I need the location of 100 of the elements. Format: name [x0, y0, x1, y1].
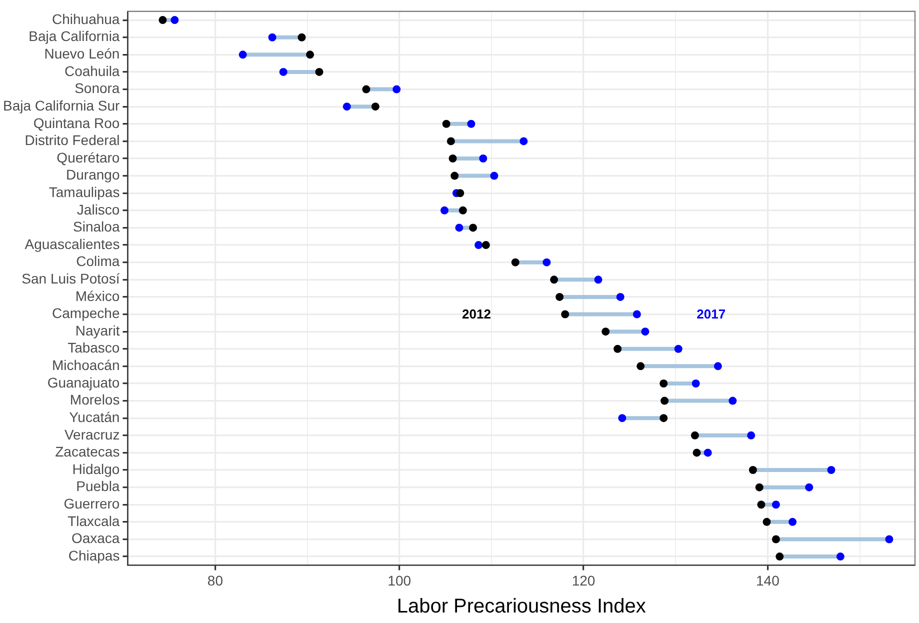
point — [805, 483, 814, 492]
point — [482, 241, 490, 250]
point — [594, 276, 602, 284]
point — [455, 224, 464, 232]
y-tick-label: Campeche — [52, 305, 120, 322]
x-tick-label: 100 — [388, 572, 412, 588]
y-tick-label: Hidalgo — [72, 460, 120, 477]
point — [714, 362, 722, 370]
point — [788, 518, 797, 526]
y-tick-label: Veracruz — [64, 426, 120, 442]
y-tick-label: San Luis Potosí — [22, 270, 120, 287]
y-tick-label: Morelos — [70, 392, 120, 408]
point — [636, 362, 645, 370]
point — [690, 431, 699, 440]
y-tick-label: Yucatán — [69, 408, 120, 425]
point — [660, 396, 669, 405]
y-tick-label: Zacatecas — [55, 444, 120, 460]
y-tick-label: Guanajuato — [47, 374, 120, 390]
point — [520, 137, 528, 146]
point — [342, 102, 351, 111]
point — [392, 85, 401, 94]
y-tick-label: Colima — [76, 253, 120, 270]
point — [467, 120, 476, 128]
point — [448, 154, 457, 163]
point — [747, 431, 756, 440]
point — [440, 206, 448, 214]
point — [776, 552, 784, 561]
y-tick-label: Puebla — [76, 478, 120, 494]
point — [885, 535, 894, 544]
point — [772, 500, 780, 509]
point — [298, 33, 306, 42]
point — [660, 414, 668, 422]
point — [618, 414, 626, 422]
point — [757, 500, 766, 509]
text: 2012 — [462, 306, 491, 322]
point — [456, 189, 464, 198]
y-tick-label: Sonora — [74, 80, 120, 96]
point — [450, 172, 459, 180]
point — [827, 466, 836, 474]
point — [556, 292, 564, 301]
point — [474, 241, 483, 250]
x-tick-label: 140 — [756, 572, 780, 588]
point — [268, 33, 276, 42]
point — [458, 206, 467, 214]
y-tick-label: Baja California Sur — [2, 97, 120, 114]
point — [692, 448, 701, 457]
y-tick-label: Oaxaca — [71, 530, 120, 546]
point — [674, 344, 682, 353]
point — [616, 292, 624, 301]
point — [315, 68, 324, 76]
point — [446, 137, 455, 146]
point — [442, 120, 450, 128]
point — [279, 68, 288, 76]
x-axis-title: Labor Precariousness Index — [396, 596, 646, 618]
y-tick-label: Michoacán — [52, 357, 120, 374]
y-tick-label: Chihuahua — [52, 10, 120, 27]
y-tick-label: Nayarit — [75, 322, 120, 338]
point — [170, 16, 179, 24]
y-tick-label: Sinaloa — [73, 218, 120, 235]
point — [772, 535, 780, 544]
y-tick-label: Querétaro — [56, 149, 120, 166]
point — [561, 310, 570, 318]
point — [371, 102, 380, 111]
y-tick-label: Tabasco — [68, 340, 120, 356]
point — [479, 154, 488, 163]
point — [238, 50, 247, 59]
y-tick-label: Guerrero — [64, 495, 120, 512]
point — [550, 276, 558, 284]
point — [836, 552, 844, 561]
y-tick-label: Chiapas — [68, 547, 120, 564]
y-tick-label: Jalisco — [76, 201, 120, 218]
text: 2017 — [696, 306, 726, 322]
point — [511, 258, 520, 266]
point — [755, 483, 764, 492]
point — [614, 344, 622, 353]
y-tick-label: Distrito Federal — [24, 132, 120, 148]
y-tick-label: México — [75, 288, 120, 304]
point — [632, 310, 641, 318]
y-tick-label: Tlaxcala — [68, 512, 120, 529]
point — [306, 50, 314, 59]
point — [158, 16, 167, 24]
point — [704, 448, 712, 457]
point — [641, 328, 650, 336]
y-tick-label: Durango — [66, 166, 120, 183]
x-tick-label: 80 — [207, 572, 224, 588]
point — [762, 518, 771, 526]
x-tick-label: 120 — [572, 572, 596, 588]
point — [692, 379, 700, 388]
point — [660, 379, 668, 388]
point — [362, 85, 370, 94]
point — [469, 224, 478, 232]
y-tick-label: Quintana Roo — [33, 114, 120, 131]
y-tick-label: Tamaulipas — [48, 184, 120, 200]
y-tick-label: Aguascalientes — [24, 236, 120, 252]
point — [490, 172, 498, 180]
point — [542, 258, 551, 266]
point — [748, 466, 757, 474]
point — [728, 396, 737, 405]
y-tick-label: Nuevo León — [44, 46, 120, 62]
y-tick-label: Baja California — [28, 28, 120, 44]
